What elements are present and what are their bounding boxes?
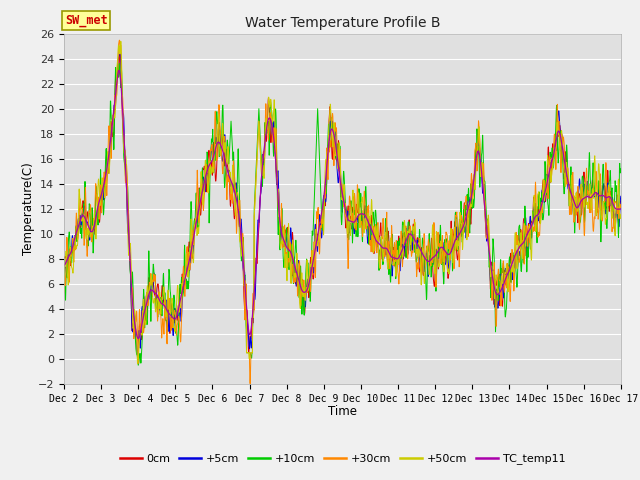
+30cm	[212, 139, 220, 145]
+10cm	[348, 233, 356, 239]
Text: SW_met: SW_met	[65, 14, 108, 27]
Line: +30cm: +30cm	[64, 40, 621, 384]
0cm	[508, 274, 516, 279]
TC_temp11	[406, 231, 414, 237]
TC_temp11	[134, 336, 142, 341]
Title: Water Temperature Profile B: Water Temperature Profile B	[244, 16, 440, 30]
+5cm	[116, 44, 124, 50]
0cm	[348, 207, 356, 213]
+50cm	[164, 288, 172, 293]
Y-axis label: Temperature(C): Temperature(C)	[22, 162, 35, 255]
TC_temp11	[593, 190, 601, 196]
TC_temp11	[617, 206, 625, 212]
+5cm	[406, 233, 414, 239]
+10cm	[617, 166, 625, 172]
+5cm	[164, 315, 172, 321]
+5cm	[134, 353, 141, 359]
+10cm	[60, 254, 68, 260]
+30cm	[508, 247, 516, 252]
0cm	[617, 198, 625, 204]
+30cm	[406, 223, 414, 228]
TC_temp11	[60, 262, 68, 268]
+50cm	[617, 211, 625, 217]
+30cm	[246, 381, 254, 386]
+5cm	[60, 269, 68, 275]
0cm	[212, 171, 220, 177]
+30cm	[593, 185, 601, 191]
+10cm	[593, 207, 601, 213]
Legend: 0cm, +5cm, +10cm, +30cm, +50cm, TC_temp11: 0cm, +5cm, +10cm, +30cm, +50cm, TC_temp1…	[115, 449, 570, 469]
0cm	[164, 304, 172, 310]
Line: +10cm: +10cm	[64, 63, 621, 365]
+5cm	[508, 277, 516, 283]
+5cm	[617, 193, 625, 199]
+30cm	[60, 283, 68, 288]
+30cm	[164, 295, 172, 301]
+30cm	[617, 202, 625, 207]
0cm	[116, 51, 124, 57]
TC_temp11	[348, 219, 356, 225]
TC_temp11	[164, 310, 172, 315]
TC_temp11	[508, 261, 516, 266]
0cm	[406, 236, 414, 242]
0cm	[593, 207, 601, 213]
+10cm	[164, 291, 172, 297]
0cm	[60, 255, 68, 261]
+5cm	[348, 221, 356, 227]
+50cm	[406, 237, 414, 243]
+5cm	[593, 191, 601, 197]
+10cm	[508, 250, 516, 256]
+50cm	[348, 201, 356, 206]
+50cm	[134, 361, 141, 367]
+10cm	[134, 362, 142, 368]
+10cm	[116, 60, 124, 66]
Line: +5cm: +5cm	[64, 47, 621, 356]
+50cm	[508, 269, 516, 275]
Line: +50cm: +50cm	[64, 41, 621, 364]
+50cm	[593, 209, 601, 215]
+10cm	[406, 247, 414, 253]
+50cm	[60, 290, 68, 296]
X-axis label: Time: Time	[328, 405, 357, 418]
TC_temp11	[212, 143, 220, 148]
0cm	[134, 352, 142, 358]
TC_temp11	[115, 68, 123, 73]
Line: TC_temp11: TC_temp11	[64, 71, 621, 338]
+50cm	[212, 146, 220, 152]
+10cm	[212, 117, 220, 122]
Line: 0cm: 0cm	[64, 54, 621, 355]
+50cm	[117, 38, 125, 44]
+5cm	[212, 137, 220, 143]
+30cm	[348, 210, 356, 216]
+30cm	[116, 37, 124, 43]
